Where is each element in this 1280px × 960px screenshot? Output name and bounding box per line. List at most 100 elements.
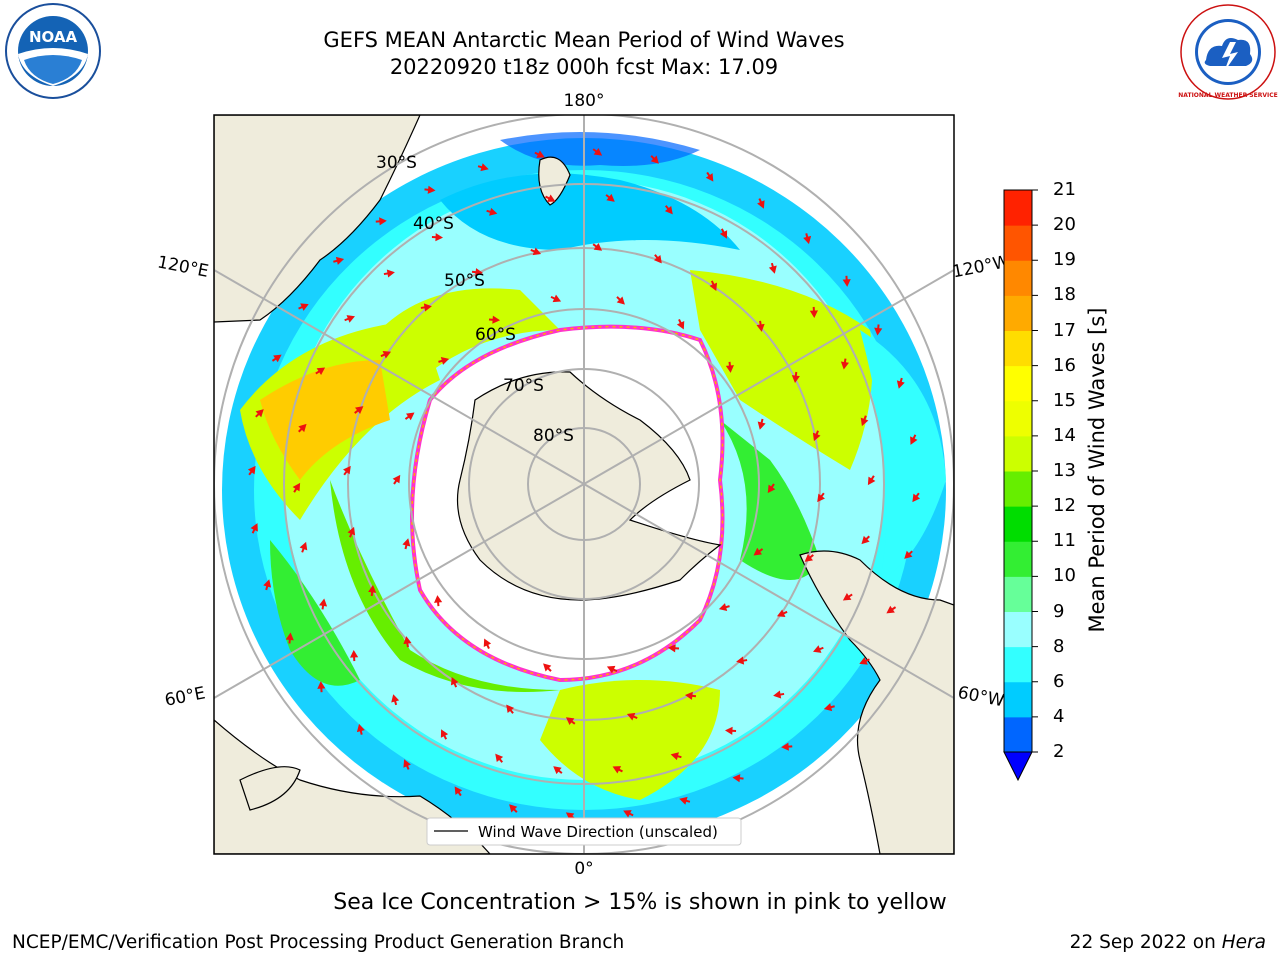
wave-arrow-head — [382, 350, 392, 359]
australia — [214, 115, 421, 323]
lat-label-70s: 70°S — [503, 376, 544, 396]
chart-subtitle: 20220920 t18z 000h fcst Max: 17.09 — [389, 55, 779, 79]
svg-text:NOAA: NOAA — [29, 28, 78, 46]
colorbar-segment — [1004, 646, 1032, 683]
chart-title: GEFS MEAN Antarctic Mean Period of Wind … — [323, 28, 845, 52]
wave-arrow-head — [817, 493, 825, 503]
wave-arrow-head — [319, 598, 328, 607]
wave-arrow-head — [255, 409, 264, 418]
wave-arrow-head — [753, 547, 762, 556]
wave-arrow-head — [392, 474, 401, 484]
colorbar-segment — [1004, 330, 1032, 367]
wave-arrow-head — [606, 665, 616, 674]
wave-arrow-head — [860, 417, 869, 427]
nws-logo: NATIONAL WEATHER SERVICE — [1178, 2, 1278, 106]
graticule — [214, 115, 954, 854]
wave-arrow-head — [532, 247, 542, 256]
wave-arrow-head — [623, 810, 632, 818]
wave-arrow-head — [593, 147, 603, 156]
map-plot-area — [214, 115, 954, 854]
colorbar-segment — [1004, 471, 1032, 507]
wave-arrow-head — [552, 294, 562, 303]
wave-arrow-head — [247, 465, 256, 475]
wave-arrow-head — [867, 476, 876, 486]
wave-arrow-head — [553, 766, 562, 775]
wave-arrow-head — [355, 406, 364, 415]
lon-label-0: 0° — [574, 859, 593, 879]
wave-arrow-head — [423, 303, 432, 312]
colorbar-tick-label: 16 — [1053, 354, 1076, 376]
wave-arrow-head — [506, 704, 515, 713]
wave-arrow-head — [346, 315, 355, 323]
wave-arrow-head — [757, 421, 766, 430]
footer-host: Hera — [1221, 932, 1266, 953]
colorbar-tick-label: 21 — [1053, 179, 1076, 200]
wave-arrow-head — [667, 644, 676, 653]
wave-arrow-head — [781, 742, 789, 751]
wave-arrow-head — [509, 804, 518, 813]
wave-arrow-head — [859, 657, 868, 665]
wave-arrow-head — [300, 303, 309, 311]
wave-arrow-head — [546, 194, 556, 202]
colorbar-tick-label: 10 — [1053, 565, 1076, 587]
colorbar — [1003, 189, 1038, 782]
wave-arrow-head — [250, 523, 258, 532]
colorbar-tick-label: 18 — [1053, 284, 1076, 306]
wave-arrow-head — [450, 676, 459, 686]
colorbar-segment — [1004, 681, 1032, 718]
colorbar-segment — [1004, 541, 1032, 577]
wave-arrow-head — [809, 310, 818, 319]
wave-arrow-head — [347, 526, 356, 536]
wave-arrow-head — [616, 296, 625, 305]
colorbar-tick-label: 12 — [1053, 495, 1076, 517]
wave-arrow-head — [593, 243, 603, 251]
wave-arrow-head — [612, 766, 622, 774]
lon-label-180: 180° — [564, 91, 605, 111]
wave-arrow-head — [565, 812, 575, 821]
wave-arrow-head — [317, 681, 326, 689]
south-america — [799, 550, 954, 854]
lat-label-40s: 40°S — [413, 214, 454, 234]
wave-arrow-head — [664, 205, 673, 215]
svg-text:NATIONAL WEATHER SERVICE: NATIONAL WEATHER SERVICE — [1178, 92, 1277, 99]
wave-arrow-head — [403, 636, 412, 645]
wave-arrow-head — [861, 535, 870, 545]
wave-arrow-head — [316, 367, 326, 376]
wave-arrow-head — [773, 690, 782, 699]
footer-credit: NCEP/EMC/Verification Post Processing Pr… — [12, 932, 625, 953]
wave-arrow-head — [732, 774, 741, 783]
wave-arrow-head — [679, 796, 688, 805]
wave-arrow-head — [475, 268, 484, 277]
wave-arrow-head — [812, 432, 821, 442]
wave-arrow-head — [709, 282, 718, 292]
wave-arrow-head — [391, 694, 400, 703]
wave-arrow-head — [768, 265, 777, 274]
caption: Sea Ice Concentration > 15% is shown in … — [333, 890, 947, 915]
colorbar-title: Mean Period of Wind Waves [s] — [1085, 307, 1109, 633]
map-legend: Wind Wave Direction (unscaled) — [426, 817, 742, 846]
lat-label-80s: 80°S — [533, 426, 574, 446]
colorbar-tick-label: 17 — [1053, 319, 1076, 341]
wave-arrow-head — [440, 356, 450, 365]
wave-arrow-head — [757, 200, 765, 209]
wave-arrow-head — [904, 550, 913, 559]
colorbar-tick-label: 13 — [1053, 460, 1076, 481]
wave-arrow-head — [804, 553, 813, 562]
wave-arrow-head — [653, 255, 662, 264]
colorbar-segment — [1004, 576, 1032, 612]
wave-arrow-head — [402, 538, 411, 547]
wave-arrow-head — [299, 541, 308, 551]
latitude-labels: 30°S 40°S 50°S 60°S 70°S 80°S — [376, 153, 574, 446]
wave-arrow-head — [725, 365, 734, 373]
wave-arrow-head — [536, 150, 545, 158]
wave-arrow-head — [840, 361, 849, 370]
wave-arrow-head — [285, 632, 294, 641]
colorbar-segment — [1004, 365, 1032, 402]
wave-arrow-head — [292, 482, 301, 492]
wave-arrow-head — [606, 193, 615, 202]
wave-arrow-head — [874, 327, 883, 336]
colorbar-segment — [1004, 435, 1032, 472]
wave-arrow-head — [495, 753, 504, 763]
wave-arrow-head — [756, 323, 765, 332]
